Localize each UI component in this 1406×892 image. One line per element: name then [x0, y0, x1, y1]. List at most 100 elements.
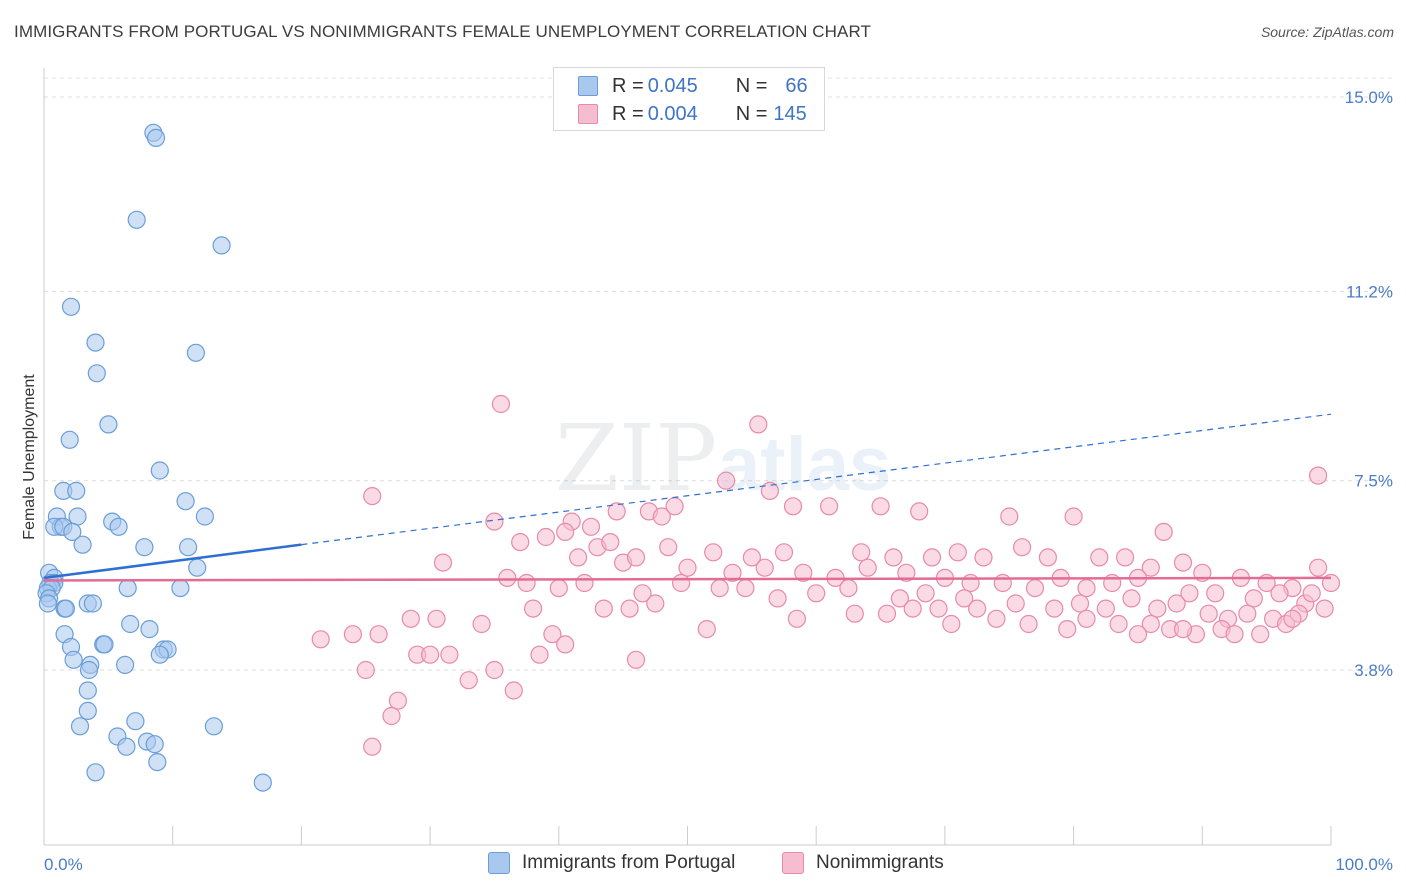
data-point — [83, 594, 103, 613]
data-point — [68, 507, 87, 526]
watermark: ZIP atlas — [555, 405, 891, 512]
data-point — [150, 461, 169, 480]
legend-r-value: 0.045 — [647, 74, 698, 97]
data-point — [594, 599, 613, 618]
data-point — [916, 584, 935, 603]
data-point — [421, 645, 440, 664]
data-point — [568, 548, 588, 567]
data-point — [1077, 578, 1096, 598]
legend-swatch — [782, 852, 804, 874]
data-point — [176, 492, 195, 511]
data-point — [1122, 589, 1141, 608]
data-point — [704, 543, 723, 562]
data-point — [63, 522, 82, 542]
data-point — [179, 538, 198, 557]
data-point — [135, 538, 154, 557]
data-point — [626, 548, 646, 567]
data-point — [929, 599, 948, 618]
data-point — [1090, 548, 1109, 567]
data-point — [1019, 614, 1038, 634]
y-axis-label: Female Unemployment — [21, 374, 38, 540]
source-label: Source: ZipAtlas.com — [1260, 24, 1394, 40]
data-point — [871, 497, 890, 516]
trend-line-nonimmigrants — [43, 576, 1332, 582]
data-point — [1180, 584, 1199, 603]
data-point — [118, 578, 137, 598]
data-point — [760, 481, 780, 500]
data-point — [755, 558, 774, 577]
data-point — [117, 737, 136, 756]
data-point — [787, 609, 807, 628]
legend-r-label: R = — [612, 74, 644, 97]
data-point — [145, 735, 164, 754]
data-point — [794, 563, 813, 582]
correlation-legend: R = 0.045 N = 66 R = 0.004 N = 145 — [553, 67, 825, 131]
data-point — [109, 517, 128, 536]
data-point — [60, 430, 79, 449]
data-point — [852, 543, 871, 562]
data-point — [1244, 589, 1263, 608]
legend-row-nonimmigrants: R = 0.004 N = 145 — [578, 102, 807, 126]
data-point — [922, 548, 942, 567]
data-point — [967, 599, 987, 618]
data-point — [126, 712, 145, 731]
data-point — [1109, 614, 1128, 634]
data-point — [1173, 619, 1193, 639]
data-point — [67, 481, 86, 500]
data-point — [1238, 604, 1257, 623]
data-point — [56, 599, 76, 618]
data-point — [1064, 507, 1083, 526]
data-point — [556, 522, 575, 542]
data-point — [910, 502, 929, 521]
data-point — [890, 589, 910, 608]
data-point — [774, 543, 794, 562]
data-point — [459, 671, 478, 690]
series-legend: Immigrants from Portugal Nonimmigrants — [0, 852, 1406, 878]
data-point — [942, 614, 961, 634]
y-tick-label: 7.5% — [1354, 472, 1393, 491]
data-point — [652, 507, 671, 526]
data-point — [1141, 614, 1160, 634]
data-point — [1167, 594, 1186, 613]
data-point — [1283, 609, 1302, 628]
data-point — [877, 604, 897, 623]
data-point — [1103, 573, 1122, 593]
trend-lines — [43, 413, 1332, 582]
data-point — [1077, 609, 1096, 628]
data-point — [884, 548, 903, 567]
data-point — [38, 594, 58, 613]
data-point — [659, 538, 678, 557]
x-tick-label-min: 0.0% — [44, 855, 83, 874]
data-point — [897, 563, 916, 582]
data-point — [723, 563, 742, 582]
data-point — [1115, 548, 1135, 567]
legend-item-nonimmigrants[interactable]: Nonimmigrants — [782, 852, 944, 874]
legend-swatch-portugal — [578, 76, 598, 96]
data-point — [536, 527, 556, 547]
data-point — [95, 635, 114, 654]
data-point — [974, 548, 993, 567]
data-point — [148, 752, 167, 772]
data-point — [697, 619, 716, 639]
legend-item-portugal[interactable]: Immigrants from Portugal — [488, 852, 735, 874]
y-tick-label: 11.2% — [1346, 282, 1393, 301]
data-point — [115, 655, 135, 675]
data-point — [73, 535, 92, 554]
data-point — [356, 660, 375, 680]
data-point — [79, 660, 99, 680]
data-point — [1199, 604, 1218, 623]
data-point — [607, 502, 626, 521]
data-point — [987, 609, 1006, 628]
data-point — [807, 584, 826, 603]
data-point — [819, 497, 839, 516]
data-point — [1000, 507, 1019, 526]
data-point — [1302, 584, 1321, 603]
data-point — [1025, 578, 1045, 598]
data-point — [633, 584, 652, 603]
data-point — [204, 717, 223, 736]
data-point — [1148, 599, 1167, 618]
watermark-zip: ZIP — [555, 405, 717, 512]
data-point — [993, 573, 1012, 593]
data-point — [311, 630, 330, 649]
data-point — [61, 297, 81, 316]
